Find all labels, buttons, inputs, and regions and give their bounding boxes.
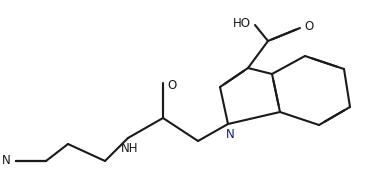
Text: O: O <box>304 19 313 33</box>
Text: NH: NH <box>121 142 139 154</box>
Text: N: N <box>226 128 234 141</box>
Text: O: O <box>167 79 176 92</box>
Text: N: N <box>2 154 11 168</box>
Text: HO: HO <box>233 16 251 30</box>
